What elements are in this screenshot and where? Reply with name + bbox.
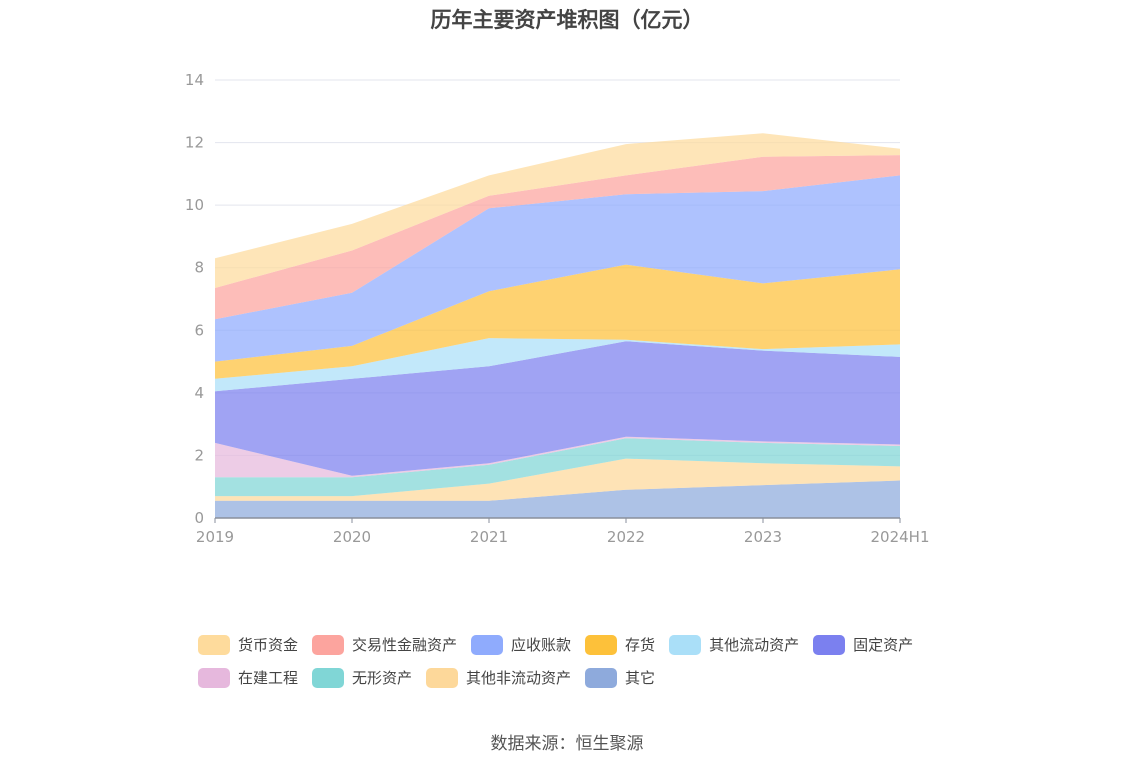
legend-swatch xyxy=(312,667,345,688)
legend-item-jiaoyixingjinrongzichan[interactable]: 交易性金融资产 xyxy=(312,634,457,655)
area-series-6[interactable] xyxy=(215,264,900,379)
legend-row-1: 货币资金 交易性金融资产 应收账款 存货 其他流动资产 固定资产 xyxy=(198,628,958,661)
area-series-0[interactable] xyxy=(215,480,900,519)
legend-item-cunhuo[interactable]: 存货 xyxy=(585,634,655,655)
legend-label: 交易性金融资产 xyxy=(352,636,458,654)
chart-title: 历年主要资产堆积图（亿元） xyxy=(430,8,704,32)
area-series-3[interactable] xyxy=(215,436,900,478)
x-tick-label: 2020 xyxy=(333,528,371,546)
legend-label: 固定资产 xyxy=(853,636,914,654)
legend-swatch xyxy=(471,634,504,655)
y-tick-label: 2 xyxy=(194,446,204,464)
legend-label: 其他流动资产 xyxy=(709,636,800,654)
legend-item-qita[interactable]: 其它 xyxy=(585,667,655,688)
legend-swatch xyxy=(426,667,459,688)
area-series-1[interactable] xyxy=(215,458,900,501)
area-series-4[interactable] xyxy=(215,341,900,476)
legend-item-wuxingzichan[interactable]: 无形资产 xyxy=(312,667,412,688)
x-tick-label: 2023 xyxy=(744,528,782,546)
legend-label: 应收账款 xyxy=(511,636,572,654)
legend-item-huobizijin[interactable]: 货币资金 xyxy=(198,634,298,655)
legend-item-gudingzichan[interactable]: 固定资产 xyxy=(813,634,913,655)
stacked-area-chart: 0 2 4 6 8 10 12 14 2019 2020 2021 2022 2023 2024H1 xyxy=(185,71,930,546)
legend-swatch xyxy=(669,634,702,655)
x-tick-label: 2021 xyxy=(470,528,508,546)
legend-swatch xyxy=(813,634,846,655)
legend-row-2: 在建工程 无形资产 其他非流动资产 其它 xyxy=(198,661,958,694)
y-tick-label: 14 xyxy=(185,71,204,89)
y-tick-label: 6 xyxy=(194,321,204,339)
legend-item-qitaliudongzichan[interactable]: 其他流动资产 xyxy=(669,634,799,655)
x-tick-label: 2019 xyxy=(196,528,234,546)
legend-label: 存货 xyxy=(625,636,656,654)
legend-item-yingshouzhangkuan[interactable]: 应收账款 xyxy=(471,634,571,655)
area-series-2[interactable] xyxy=(215,438,900,497)
legend-label: 货币资金 xyxy=(238,636,299,654)
x-tick-label: 2022 xyxy=(607,528,645,546)
y-tick-label: 4 xyxy=(194,384,204,402)
y-tick-label: 0 xyxy=(194,509,204,527)
legend-swatch xyxy=(585,634,618,655)
legend-label: 在建工程 xyxy=(238,669,299,687)
y-tick-label: 12 xyxy=(185,134,204,152)
legend-label: 其他非流动资产 xyxy=(466,669,572,687)
area-series-8[interactable] xyxy=(215,155,900,320)
area-series-9[interactable] xyxy=(215,133,900,288)
axis-layer: 0 2 4 6 8 10 12 14 2019 2020 2021 2022 2023 2024H1 xyxy=(185,71,930,546)
legend-swatch xyxy=(198,667,230,688)
y-tick-label: 8 xyxy=(194,259,204,277)
legend-swatch xyxy=(585,667,618,688)
legend-swatch xyxy=(312,634,345,655)
legend-label: 其它 xyxy=(625,669,656,687)
x-tick-label: 2024H1 xyxy=(871,528,930,546)
area-layer xyxy=(215,133,900,518)
data-source-note: 数据来源：恒生聚源 xyxy=(490,734,644,754)
legend-item-qitafeiliudongzichan[interactable]: 其他非流动资产 xyxy=(426,667,571,688)
y-tick-label: 10 xyxy=(185,196,204,214)
legend-label: 无形资产 xyxy=(352,669,413,687)
area-series-5[interactable] xyxy=(215,338,900,392)
area-series-7[interactable] xyxy=(215,175,900,362)
legend: 货币资金 交易性金融资产 应收账款 存货 其他流动资产 固定资产 在建工程 xyxy=(198,628,958,694)
legend-item-zaijiangongcheng[interactable]: 在建工程 xyxy=(198,667,298,688)
legend-swatch xyxy=(198,634,230,655)
